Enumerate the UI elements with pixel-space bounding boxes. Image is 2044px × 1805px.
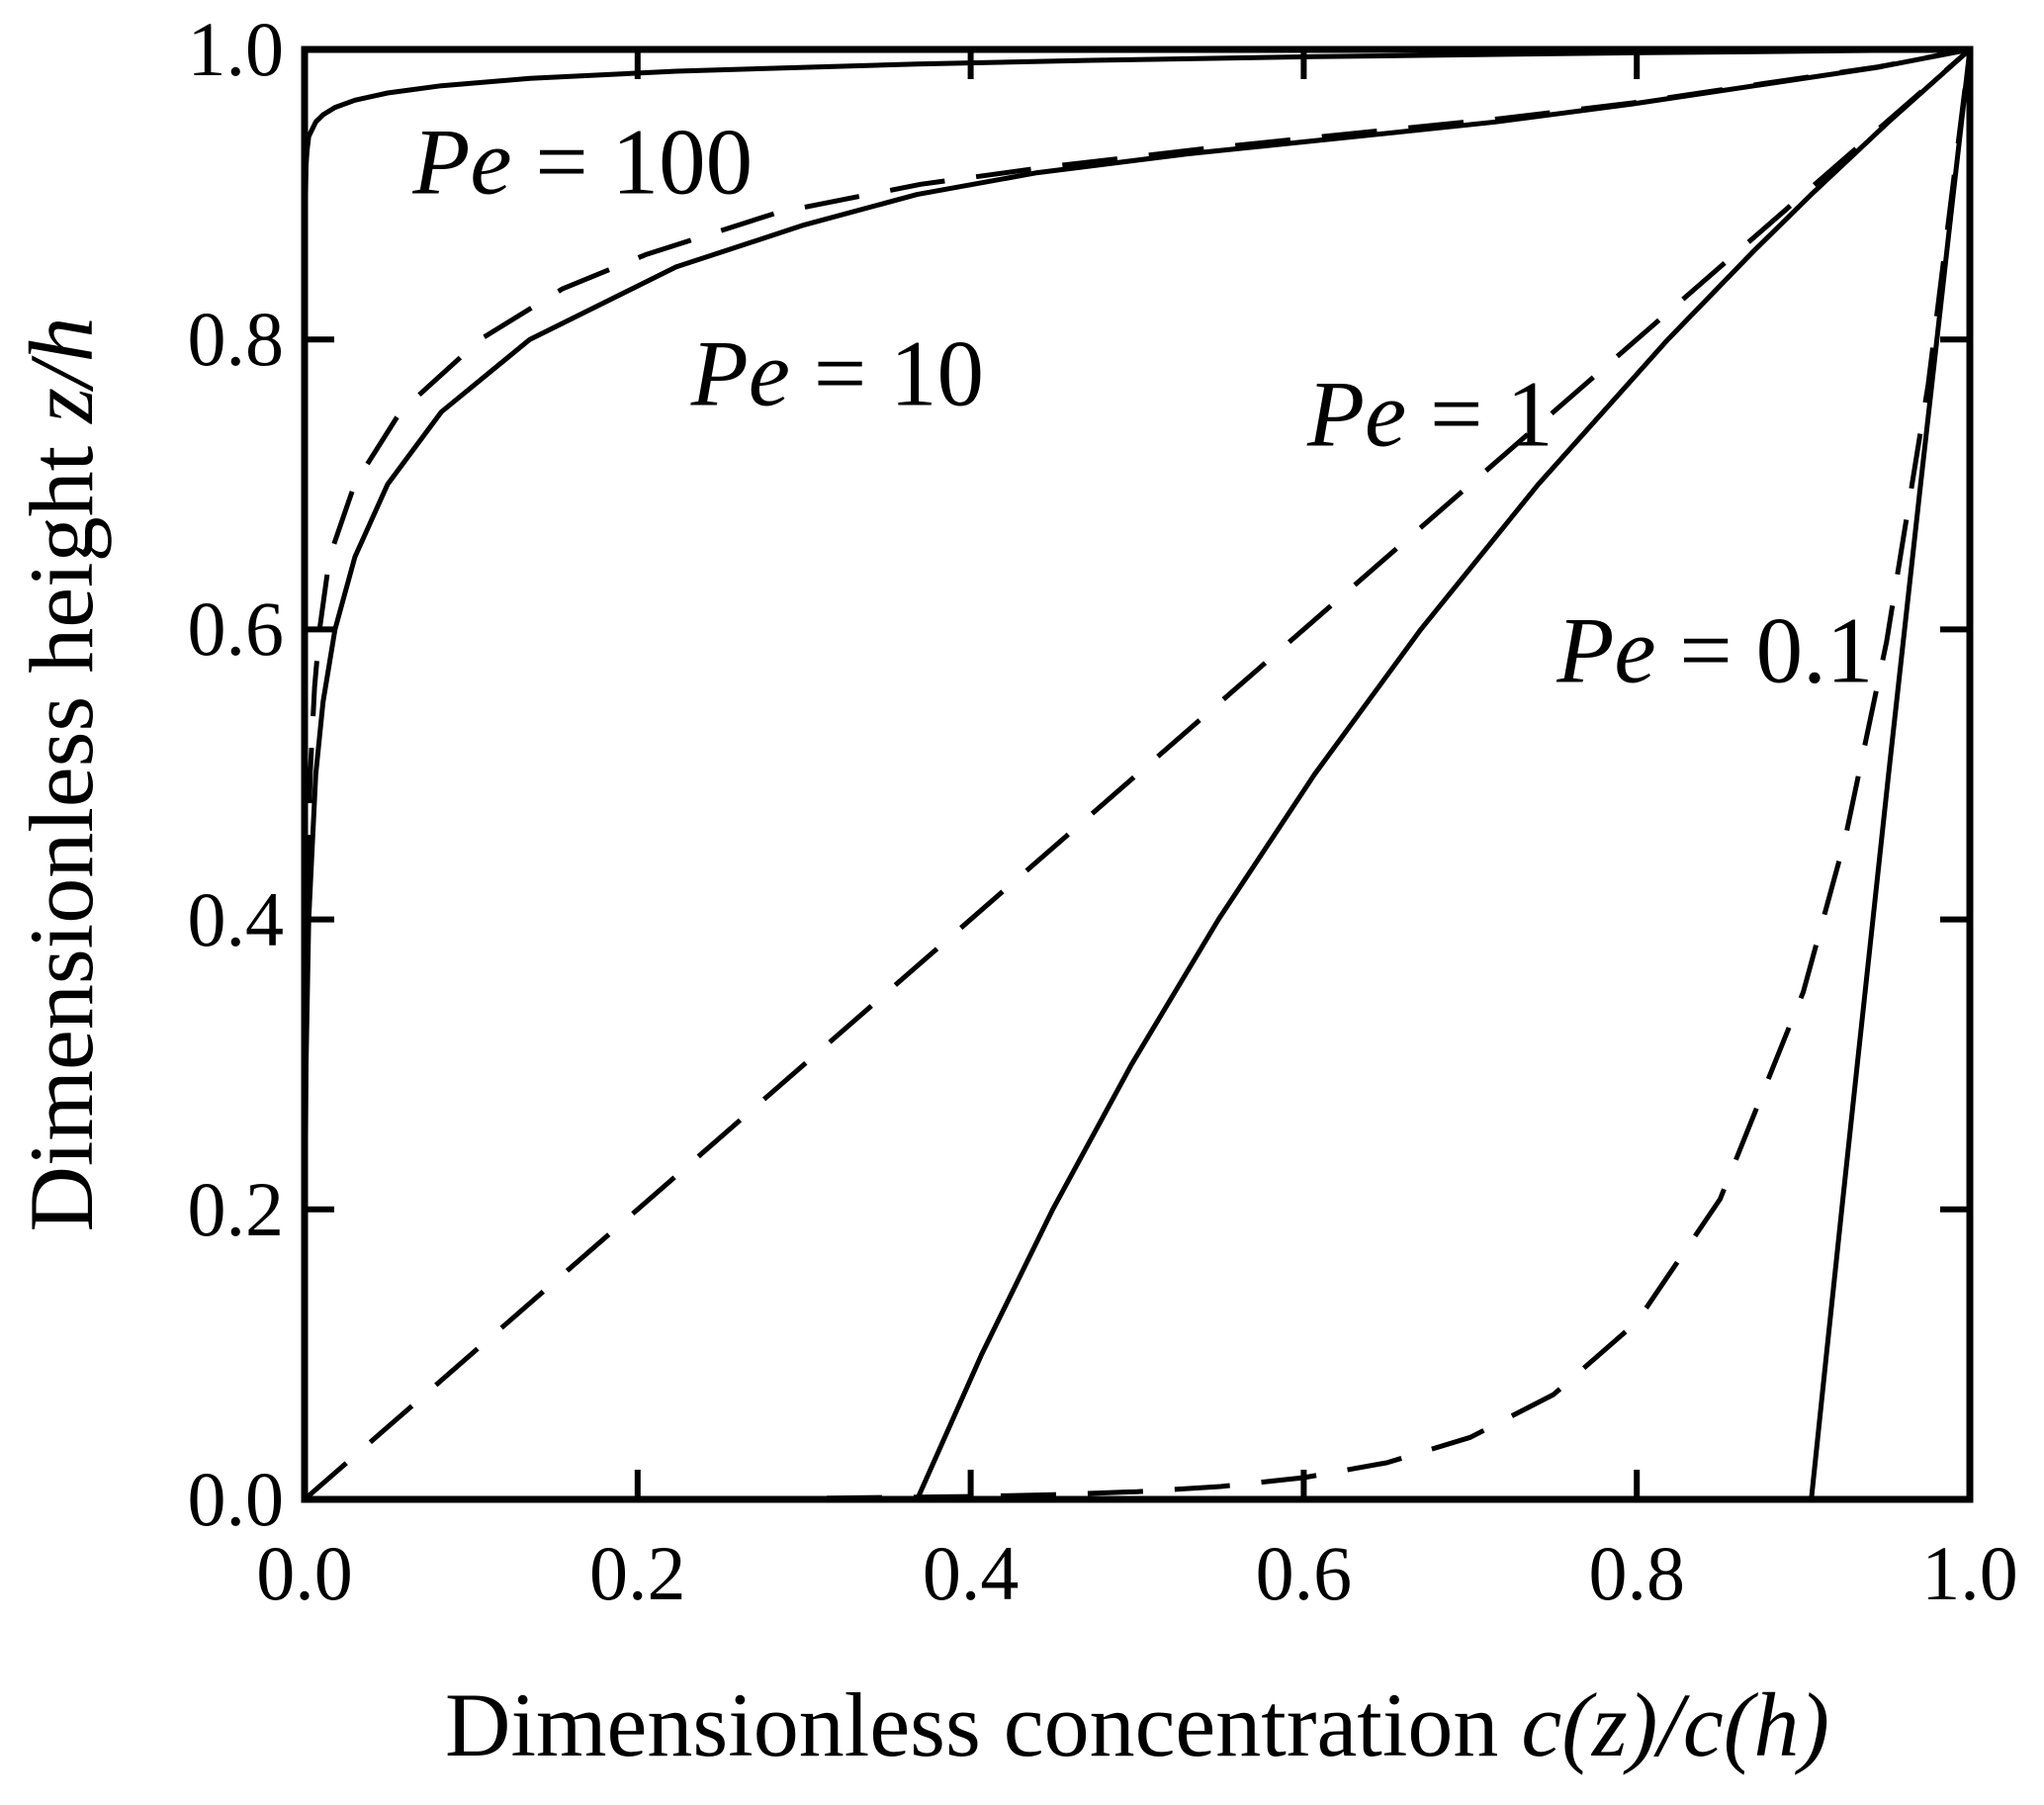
pe-value: = 1 <box>1406 361 1554 467</box>
curve-pe-10-dashed <box>302 46 1971 1500</box>
pe-value: = 100 <box>511 109 754 215</box>
y-axis-title: Dimensionless height z/h <box>11 316 112 1231</box>
y-tick-label-0.2: 0.2 <box>187 1165 285 1252</box>
pe-symbol: Pe <box>690 320 790 426</box>
x-axis-title-math: c(z)/c(h) <box>1521 1674 1829 1775</box>
pe-symbol: Pe <box>1556 597 1656 703</box>
x-tick-label-0.2: 0.2 <box>589 1530 686 1616</box>
curve-pe-10-solid <box>302 46 1971 1500</box>
curve-pe-1-dashed <box>303 47 1972 1501</box>
y-tick-label-0.0: 0.0 <box>187 1456 285 1542</box>
pe-value: = 10 <box>789 320 985 426</box>
y-axis-title-math: z/h <box>11 316 112 423</box>
y-tick-label-0.6: 0.6 <box>187 586 285 673</box>
curve-label-pe-10: Pe = 10 <box>691 326 984 421</box>
curve-pe-0.1-solid <box>1809 48 1973 1500</box>
curve-pe-100-solid <box>303 46 1971 1499</box>
y-tick-label-0.4: 0.4 <box>187 875 285 962</box>
curve-pe-0.1-dashed <box>304 48 1973 1502</box>
curve-label-pe-0.1: Pe = 0.1 <box>1556 603 1873 698</box>
y-tick-label-1.0: 1.0 <box>187 6 285 92</box>
curve-label-pe-100: Pe = 100 <box>412 115 753 210</box>
x-tick-label-0.8: 0.8 <box>1588 1530 1685 1616</box>
pe-value: = 0.1 <box>1655 597 1874 703</box>
x-axis-title: Dimensionless concentration c(z)/c(h) <box>445 1679 1829 1770</box>
curve-label-pe-1: Pe = 1 <box>1307 367 1554 462</box>
x-axis-title-text: Dimensionless concentration <box>445 1674 1522 1775</box>
y-axis-title-text: Dimensionless height <box>11 422 112 1232</box>
curve-pe-1-solid <box>915 47 1972 1501</box>
x-tick-label-0.6: 0.6 <box>1255 1530 1353 1616</box>
pe-symbol: Pe <box>1306 361 1407 467</box>
x-tick-label-1.0: 1.0 <box>1921 1530 2018 1616</box>
y-tick-label-0.8: 0.8 <box>187 296 285 383</box>
x-tick-label-0.0: 0.0 <box>256 1530 353 1616</box>
pe-symbol: Pe <box>412 109 512 215</box>
x-tick-label-0.4: 0.4 <box>922 1530 1020 1616</box>
